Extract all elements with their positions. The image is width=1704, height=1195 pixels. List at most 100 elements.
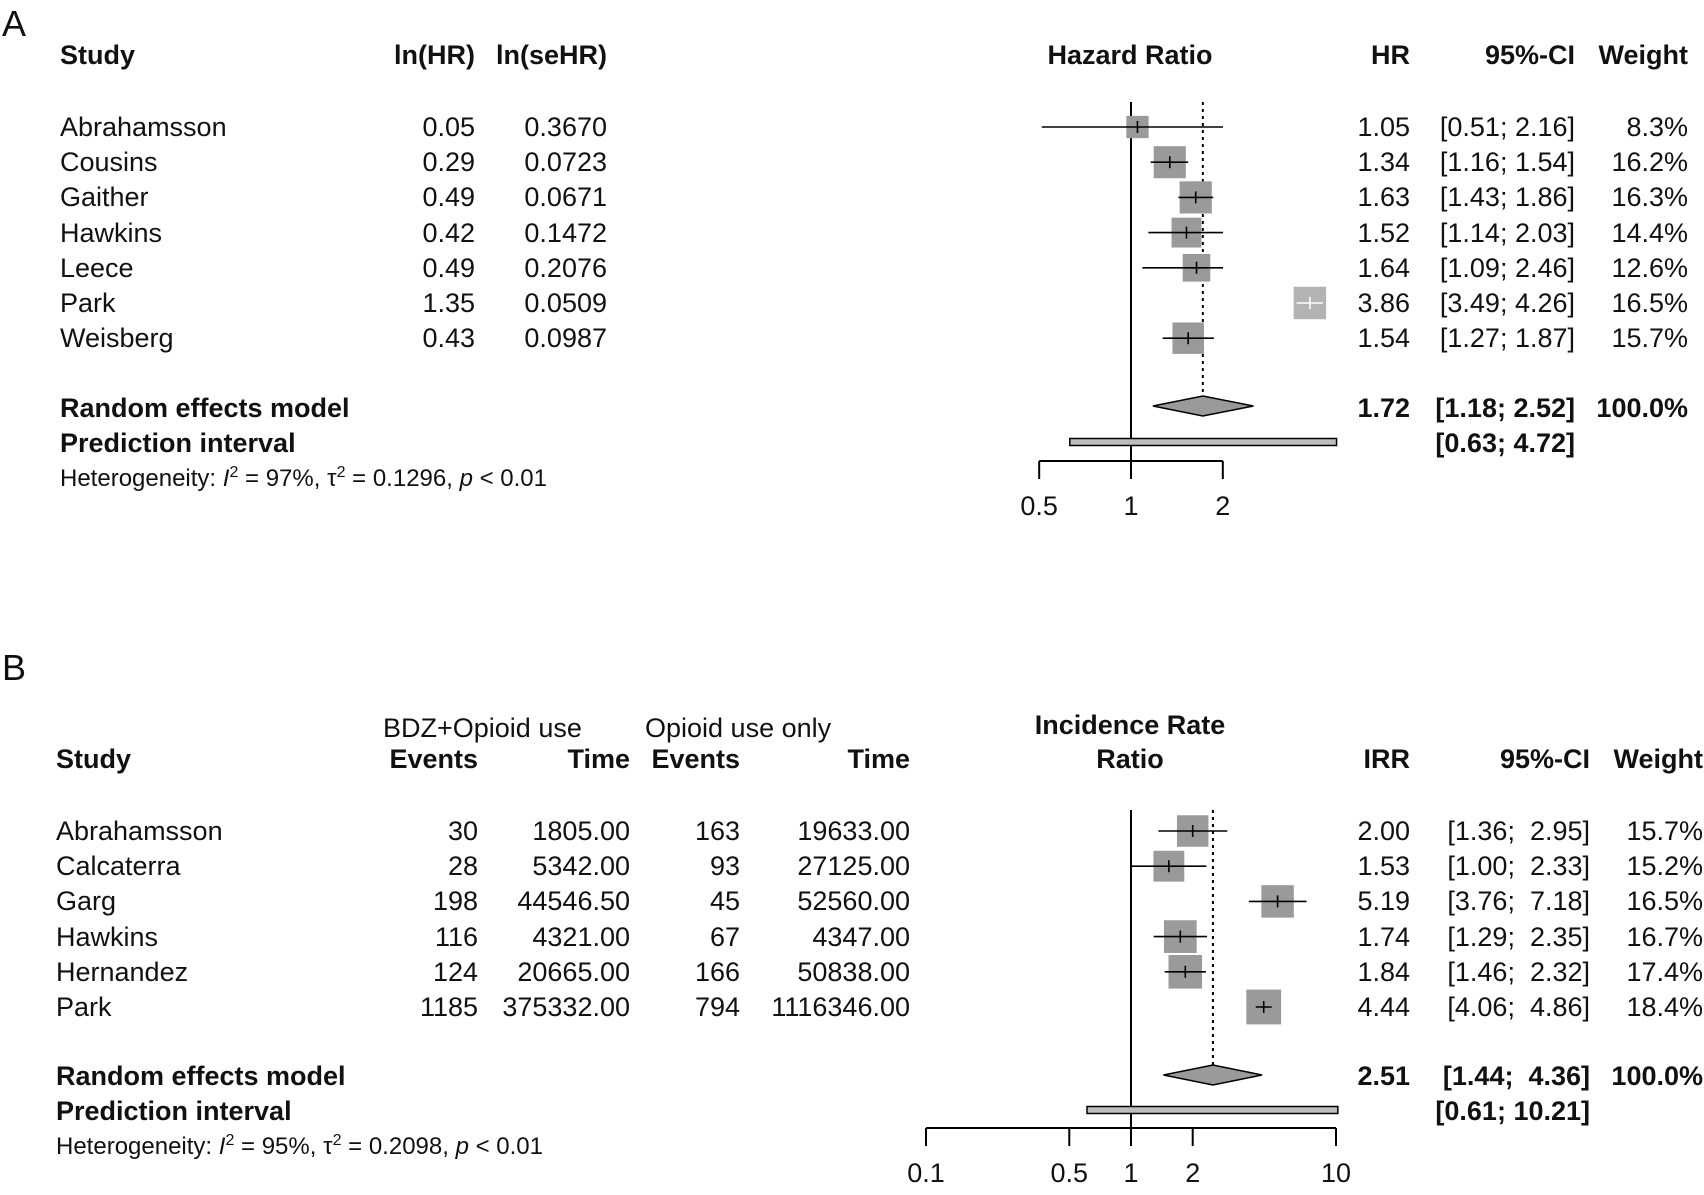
hr-value: 1.52 (1357, 218, 1410, 248)
panel-b-ci-header: 95%-CI (1499, 744, 1590, 774)
opioid-time-value: 52560.00 (797, 886, 910, 916)
prediction-interval-bar (1086, 1105, 1339, 1115)
summary-diamond (1163, 1064, 1263, 1086)
ln-sehr-value: 0.0987 (524, 323, 607, 353)
panel-b-prediction-ci: [0.61; 10.21] (1435, 1096, 1590, 1126)
ln-hr-value: 0.49 (422, 182, 475, 212)
irr-value: 1.53 (1357, 851, 1410, 881)
panel-a-letter: A (2, 3, 27, 44)
weight-value: 16.5% (1626, 886, 1703, 916)
opioid-time-value: 50838.00 (797, 957, 910, 987)
opioid-events-value: 45 (709, 886, 740, 916)
panel-b-study-header: Study (56, 744, 132, 774)
x-axis-tick-label: 2 (1185, 1158, 1200, 1188)
panel-a-prediction-label: Prediction interval (60, 428, 296, 458)
panel-a-prediction-ci: [0.63; 4.72] (1435, 428, 1575, 458)
bdz-events-value: 30 (447, 816, 478, 846)
bdz-time-value: 4321.00 (532, 922, 630, 952)
panel-b-heterogeneity: Heterogeneity: I2 = 95%, τ2 = 0.2098, p … (56, 1132, 544, 1161)
opioid-events-value: 93 (709, 851, 740, 881)
weight-value: 12.6% (1611, 253, 1688, 283)
hr-value: 3.86 (1357, 288, 1410, 318)
summary-diamond (1152, 395, 1254, 417)
ln-hr-value: 0.43 (422, 323, 475, 353)
panel-a-hr-header: HR (1371, 40, 1410, 70)
panel-b-g1-events-header: Events (389, 744, 478, 774)
panel-b-letter: B (2, 647, 27, 688)
ln-sehr-value: 0.3670 (524, 112, 607, 142)
panel-a-weight-header: Weight (1598, 40, 1689, 70)
study-name: Park (60, 288, 116, 318)
ci-value: [1.00; 2.33] (1447, 851, 1590, 881)
ln-sehr-value: 0.0671 (524, 182, 607, 212)
ln-hr-value: 0.49 (422, 253, 475, 283)
weight-value: 15.2% (1626, 851, 1703, 881)
weight-value: 8.3% (1626, 112, 1688, 142)
study-name: Abrahamsson (56, 816, 223, 846)
bdz-time-value: 44546.50 (517, 886, 630, 916)
study-name: Park (56, 992, 112, 1022)
ci-value: [1.46; 2.32] (1447, 957, 1590, 987)
bdz-events-value: 124 (432, 957, 478, 987)
hr-value: 1.63 (1357, 182, 1410, 212)
study-name: Gaither (60, 182, 149, 212)
panel-a-heterogeneity: Heterogeneity: I2 = 97%, τ2 = 0.1296, p … (60, 464, 548, 493)
weight-value: 16.7% (1626, 922, 1703, 952)
weight-value: 16.5% (1611, 288, 1688, 318)
study-name: Hawkins (60, 218, 163, 248)
x-axis-tick-label: 0.5 (1051, 1158, 1089, 1188)
panel-a-lnsehr-header: ln(seHR) (495, 40, 607, 70)
x-axis-tick-label: 0.5 (1020, 491, 1058, 521)
bdz-events-value: 1185 (419, 992, 478, 1022)
study-name: Garg (56, 886, 117, 916)
ci-value: [1.09; 2.46] (1439, 253, 1575, 283)
weight-value: 16.2% (1611, 147, 1688, 177)
opioid-events-value: 166 (694, 957, 740, 987)
ln-sehr-value: 0.0723 (524, 147, 607, 177)
opioid-events-value: 794 (694, 992, 740, 1022)
study-name: Weisberg (60, 323, 174, 353)
hr-value: 1.34 (1357, 147, 1410, 177)
bdz-events-value: 198 (432, 886, 478, 916)
panel-a-summary-weight: 100.0% (1596, 393, 1688, 423)
ci-value: [3.76; 7.18] (1447, 886, 1590, 916)
x-axis-tick-label: 2 (1215, 491, 1230, 521)
irr-value: 2.00 (1357, 816, 1410, 846)
panel-a-ci-header: 95%-CI (1484, 40, 1575, 70)
bdz-time-value: 375332.00 (502, 992, 630, 1022)
weight-value: 15.7% (1626, 816, 1703, 846)
ci-value: [1.36; 2.95] (1447, 816, 1590, 846)
study-name: Hawkins (56, 922, 159, 952)
ci-value: [1.29; 2.35] (1447, 922, 1590, 952)
study-name: Cousins (60, 147, 158, 177)
ln-sehr-value: 0.1472 (524, 218, 607, 248)
x-axis-tick-label: 10 (1321, 1158, 1351, 1188)
ln-hr-value: 0.42 (422, 218, 475, 248)
bdz-events-value: 116 (434, 922, 478, 952)
opioid-time-value: 27125.00 (797, 851, 910, 881)
panel-b-group2-header: Opioid use only (645, 713, 832, 743)
panel-b-prediction-label: Prediction interval (56, 1096, 292, 1126)
panel-b-g1-time-header: Time (567, 744, 630, 774)
ln-hr-value: 0.29 (422, 147, 475, 177)
panel-b-weight-header: Weight (1613, 744, 1704, 774)
ci-value: [1.14; 2.03] (1439, 218, 1575, 248)
x-axis-tick-label: 0.1 (907, 1158, 945, 1188)
irr-value: 1.74 (1357, 922, 1410, 952)
x-axis-tick-label: 1 (1123, 491, 1138, 521)
panel-a-summary-ci: [1.18; 2.52] (1435, 393, 1575, 423)
hr-value: 1.05 (1357, 112, 1410, 142)
panel-a-study-header: Study (60, 40, 136, 70)
panel-b-summary-weight: 100.0% (1611, 1061, 1703, 1091)
weight-value: 17.4% (1626, 957, 1703, 987)
panel-b-summary-ci: [1.44; 4.36] (1442, 1061, 1590, 1091)
weight-value: 18.4% (1626, 992, 1703, 1022)
panel-b-summary-est: 2.51 (1357, 1061, 1410, 1091)
irr-value: 4.44 (1357, 992, 1410, 1022)
bdz-time-value: 20665.00 (517, 957, 630, 987)
ci-value: [4.06; 4.86] (1447, 992, 1590, 1022)
opioid-time-value: 4347.00 (812, 922, 910, 952)
x-axis-tick-label: 1 (1123, 1158, 1138, 1188)
study-name: Hernandez (56, 957, 189, 987)
panel-b-axis-title-line1: Incidence Rate (1034, 710, 1226, 740)
